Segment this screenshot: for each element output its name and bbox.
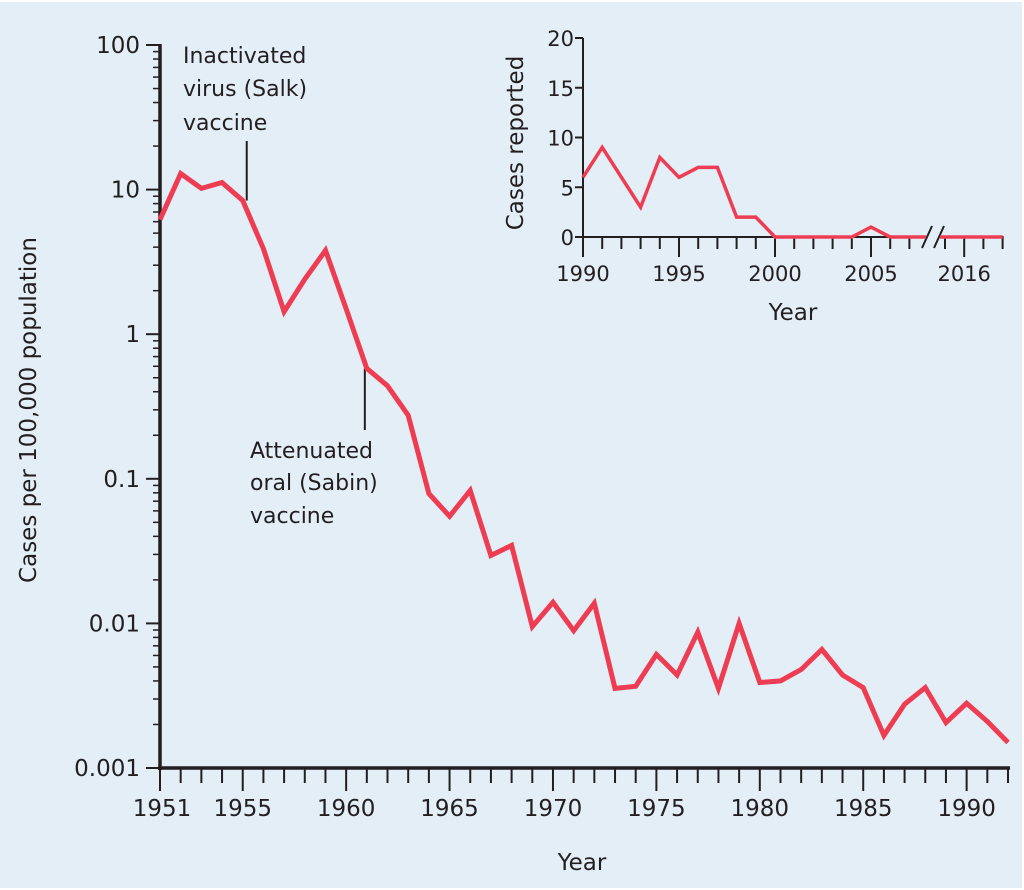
main-x-tick-label: 1975: [627, 796, 686, 822]
inset-y-tick-label: 5: [561, 176, 574, 200]
axis-break-slash-2: [933, 225, 945, 249]
main-x-tick-label: 1955: [213, 796, 272, 822]
main-x-tick-label: 1980: [731, 796, 790, 822]
salk-annotation-line-2: virus (Salk): [183, 77, 307, 102]
inset-x-axis-title: Year: [768, 300, 818, 326]
inset-y-axis-title: Cases reported: [503, 56, 529, 231]
inset-y-ticks: 0 5 10 15 20: [547, 27, 583, 250]
main-y-tick-label: 0.01: [89, 611, 140, 637]
inset-x-tick-label: 1995: [652, 262, 705, 286]
main-x-axis-title: Year: [557, 850, 607, 876]
sabin-annotation-line-1: Attenuated: [250, 439, 373, 464]
main-x-tick-label: 1970: [524, 796, 583, 822]
axis-break-slash-1: [921, 225, 933, 249]
main-x-ticks: 1951 1955 1960 1965 1970 1975 1980 1985 1990: [133, 768, 1009, 822]
inset-y-tick-label: 10: [547, 127, 574, 151]
inset-series-line-1: [581, 144, 926, 239]
salk-annotation-line-1: Inactivated: [183, 44, 306, 69]
inset-x-tick-label: 1990: [556, 262, 609, 286]
inset-y-tick-label: 0: [561, 226, 574, 250]
main-y-axis-title: Cases per 100,000 population: [16, 237, 42, 583]
inset-x-tick-label: 2000: [748, 262, 801, 286]
main-x-tick-label: 1960: [317, 796, 376, 822]
main-series-line: [157, 169, 1010, 745]
main-y-tick-label: 1: [125, 322, 140, 348]
inset-x-tick-label: 2005: [844, 262, 897, 286]
main-y-tick-label: 10: [111, 178, 140, 204]
main-y-ticks: 100 10 1 0.1 0.01 0.001: [74, 33, 160, 782]
main-y-tick-label: 100: [96, 33, 140, 59]
inset-x-ticks: 1990 1995 2000 2005 2016: [556, 237, 1004, 286]
main-x-tick-label: 1990: [937, 796, 996, 822]
sabin-annotation-line-2: oral (Sabin): [250, 471, 378, 496]
main-x-tick-label: 1985: [834, 796, 893, 822]
main-x-tick-label: 1965: [420, 796, 479, 822]
sabin-annotation-line-3: vaccine: [250, 504, 334, 529]
inset-x-tick-label: 2016: [937, 262, 990, 286]
main-data-points: [159, 173, 1009, 743]
inset-data-points: [582, 147, 1003, 238]
inset-y-tick-label: 15: [547, 77, 574, 101]
main-y-tick-label: 0.1: [103, 467, 140, 493]
salk-annotation-line-3: vaccine: [183, 111, 267, 136]
inset-y-tick-label: 20: [547, 27, 574, 51]
main-x-tick-label: 1951: [133, 796, 192, 822]
main-y-tick-label: 0.001: [74, 756, 140, 782]
axis-break-mark: [921, 225, 945, 249]
